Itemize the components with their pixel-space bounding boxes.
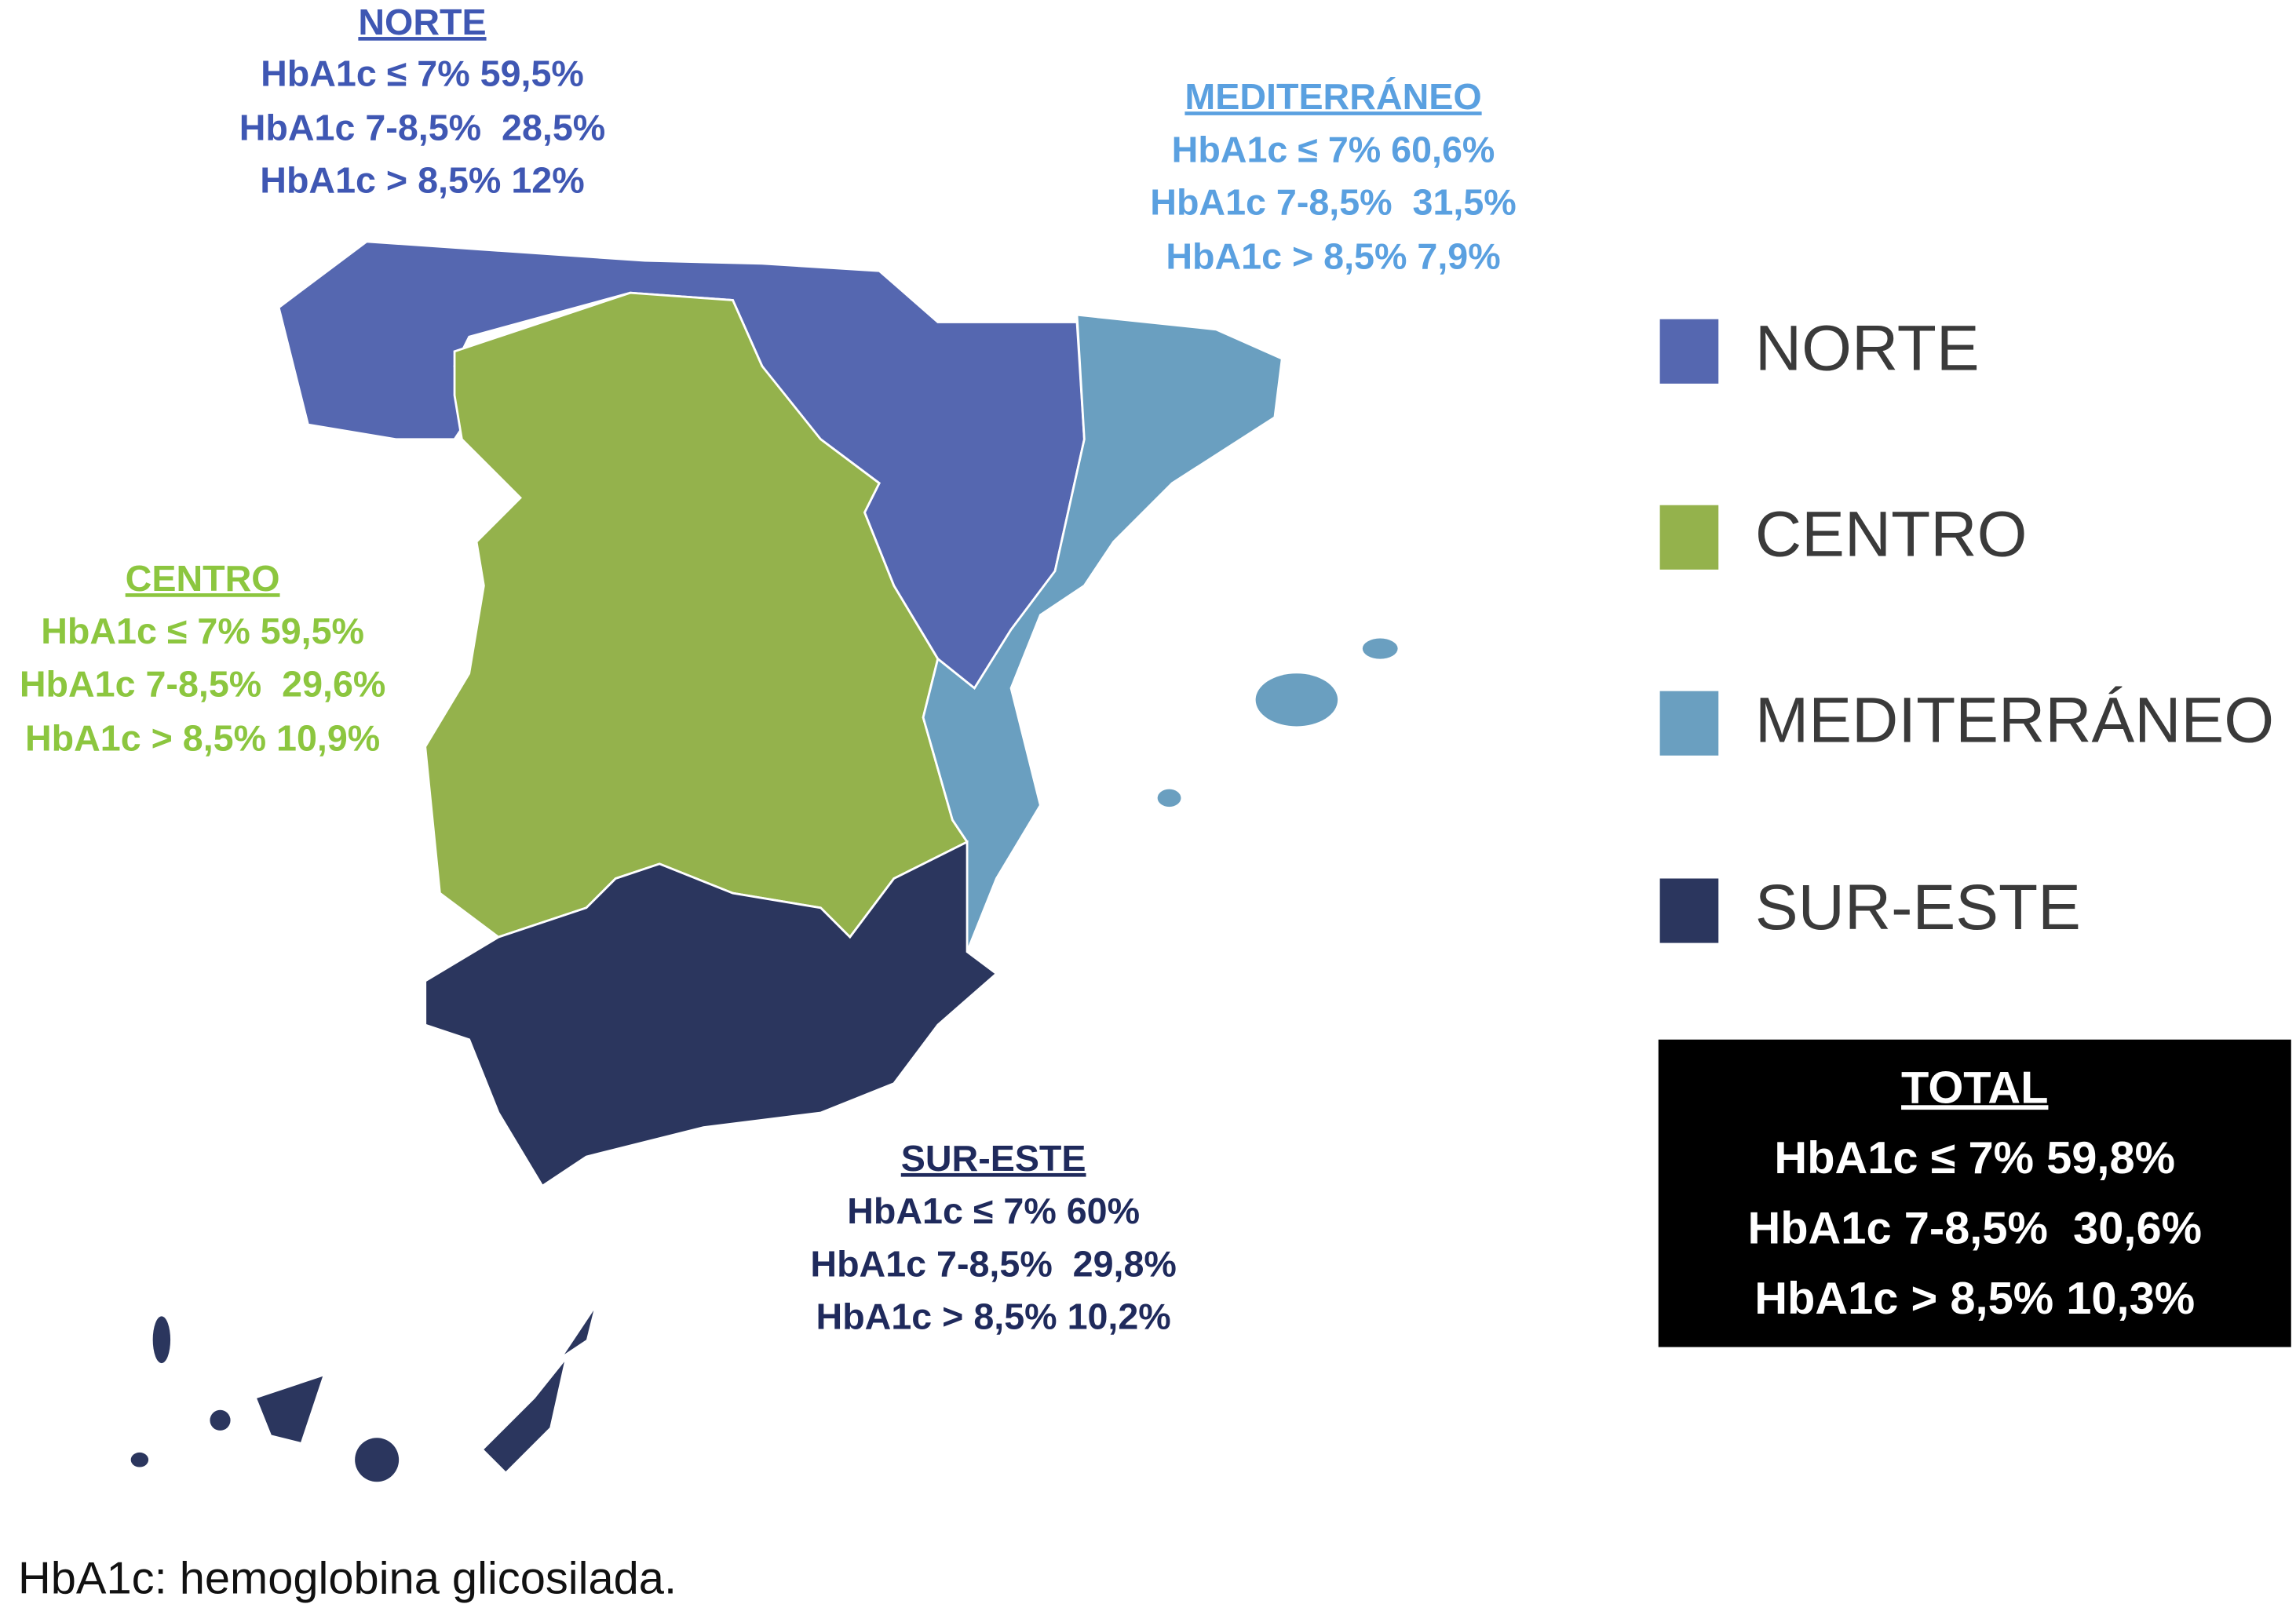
region-line: HbA1c ≤ 7% 59,5%: [261, 53, 584, 93]
region-line: HbA1c > 8,5% 12%: [260, 160, 584, 201]
region-line: HbA1c 7-8,5% 31,5%: [1150, 182, 1516, 223]
island: [1362, 638, 1398, 659]
region-line: HbA1c ≤ 7% 59,5%: [41, 611, 364, 651]
region-title: MEDITERRÁNEO: [1185, 76, 1481, 117]
legend-swatch: [1659, 691, 1719, 756]
region-line: HbA1c > 8,5% 7,9%: [1166, 236, 1500, 277]
legend-swatch: [1659, 319, 1719, 384]
legend-label: CENTRO: [1755, 498, 2028, 570]
region-line: HbA1c > 8,5% 10,2%: [816, 1296, 1171, 1336]
label-mediterraneo: MEDITERRÁNEO HbA1c ≤ 7% 60,6% HbA1c 7-8,…: [1150, 76, 1516, 276]
legend-label: NORTE: [1755, 312, 1980, 384]
label-norte: NORTE HbA1c ≤ 7% 59,5% HbA1c 7-8,5% 28,5…: [239, 2, 605, 201]
label-centro: CENTRO HbA1c ≤ 7% 59,5% HbA1c 7-8,5% 29,…: [20, 558, 385, 758]
region-sur-este: [424, 840, 998, 1188]
region-line: HbA1c ≤ 7% 60,6%: [1172, 129, 1495, 170]
total-box: TOTAL HbA1c ≤ 7% 59,8% HbA1c 7-8,5% 30,6…: [1658, 1039, 2291, 1347]
total-title: TOTAL: [1901, 1063, 2048, 1113]
total-background: [1658, 1039, 2291, 1347]
label-sur-este: SUR-ESTE HbA1c ≤ 7% 60% HbA1c 7-8,5% 29,…: [810, 1138, 1176, 1337]
region-title: CENTRO: [126, 558, 280, 599]
region-line: HbA1c 7-8,5% 29,6%: [20, 663, 385, 704]
footnote: HbA1c: hemoglobina glicosilada.: [18, 1553, 677, 1603]
legend-swatch: [1659, 878, 1719, 943]
region-line: HbA1c 7-8,5% 29,8%: [810, 1243, 1176, 1284]
region-line: HbA1c 7-8,5% 28,5%: [239, 107, 605, 148]
total-line: HbA1c ≤ 7% 59,8%: [1774, 1133, 2175, 1183]
total-line: HbA1c > 8,5% 10,3%: [1754, 1274, 2195, 1324]
legend-label: SUR-ESTE: [1755, 872, 2081, 943]
region-title: NORTE: [358, 2, 486, 42]
map: [130, 240, 1398, 1482]
legend-label: MEDITERRÁNEO: [1755, 684, 2274, 756]
canary-islands: [130, 1310, 594, 1482]
total-line: HbA1c 7-8,5% 30,6%: [1747, 1203, 2202, 1253]
region-line: HbA1c > 8,5% 10,9%: [25, 717, 380, 758]
island: [1255, 673, 1338, 727]
region-line: HbA1c ≤ 7% 60%: [847, 1190, 1140, 1231]
legend-swatch: [1659, 505, 1719, 570]
region-title: SUR-ESTE: [901, 1138, 1086, 1179]
island: [1157, 789, 1181, 808]
region-mediterraneo: [922, 313, 1283, 955]
legend: NORTE CENTRO MEDITERRÁNEO SUR-ESTE: [1659, 312, 2274, 943]
